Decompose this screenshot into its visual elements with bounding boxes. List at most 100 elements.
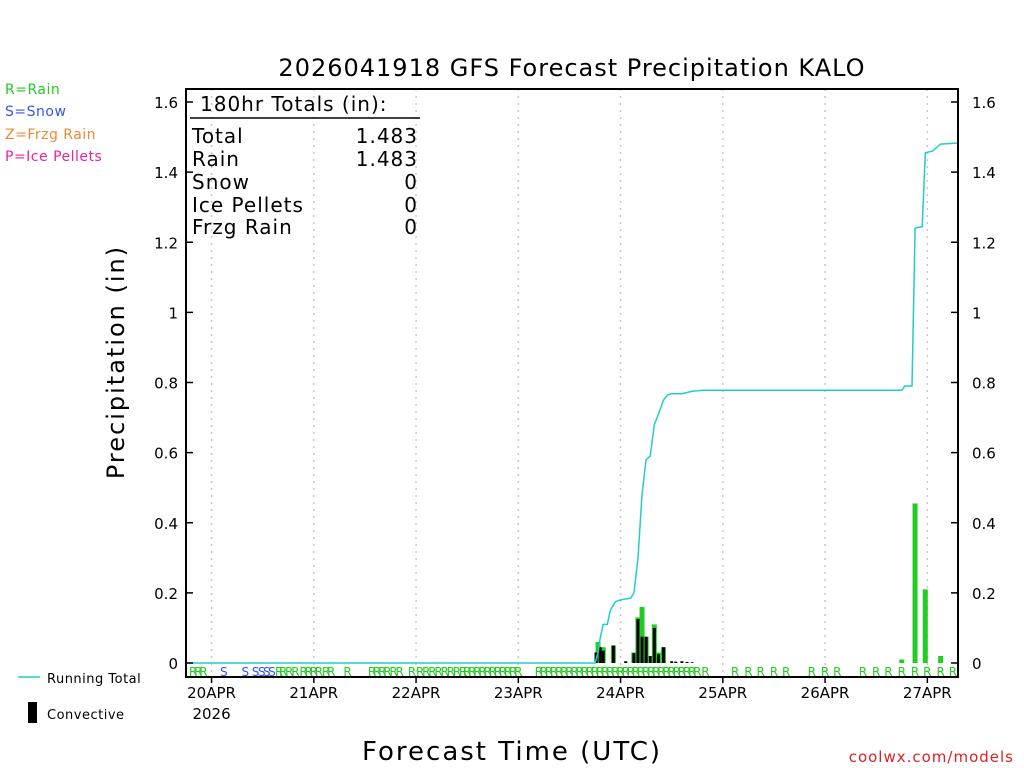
y-tick-label-right: 0	[972, 655, 982, 673]
running-total-legend-label: Running Total	[47, 672, 141, 687]
ptype-marker: R	[586, 665, 594, 679]
ptype-marker: R	[343, 665, 351, 679]
ptype-marker: R	[632, 665, 640, 679]
convective-bar	[601, 650, 605, 663]
ptype-marker: R	[668, 665, 676, 679]
ptype-marker: R	[898, 665, 906, 679]
rain-bar	[912, 503, 918, 663]
chart-title: 2026041918 GFS Forecast Precipitation KA…	[278, 54, 865, 82]
convective-bar	[670, 661, 674, 663]
ptype-marker: R	[396, 665, 404, 679]
totals-value-ice-pellets: 0	[404, 193, 418, 217]
totals-label-total: Total	[191, 124, 244, 148]
convective-bar	[656, 654, 660, 663]
ptype-marker: R	[923, 665, 931, 679]
totals-value-frzg-rain: 0	[404, 215, 418, 239]
x-tick-label: 25APR	[698, 684, 747, 702]
ptype-marker: R	[499, 665, 507, 679]
y-tick-label-left: 0	[168, 655, 178, 673]
ptype-marker: R	[611, 665, 619, 679]
y-tick-label-left: 1.6	[154, 94, 178, 112]
ptype-marker: R	[678, 665, 686, 679]
ptype-marker: R	[701, 665, 709, 679]
plot-frame	[185, 88, 959, 678]
y-tick-label-left: 1.4	[154, 164, 178, 182]
convective-bar	[685, 661, 689, 663]
convective-bar	[598, 647, 602, 663]
ptype-marker: R	[565, 665, 573, 679]
x-tick-sublabel: 2026	[192, 705, 230, 723]
y-tick-label-right: 1.4	[972, 164, 996, 182]
ptype-marker: R	[189, 665, 197, 679]
totals-value-total: 1.483	[356, 124, 418, 148]
convective-bar	[674, 661, 678, 663]
ptype-marker: R	[441, 665, 449, 679]
convective-bar	[640, 636, 644, 663]
ptype-marker: R	[693, 665, 701, 679]
ptype-marker: R	[936, 665, 944, 679]
ptype-marker: R	[550, 665, 558, 679]
ptype-marker: R	[596, 665, 604, 679]
y-tick-label-left: 0.6	[154, 445, 178, 463]
ptype-marker: R	[872, 665, 880, 679]
ptype-marker: R	[504, 665, 512, 679]
ptype-marker: R	[447, 665, 455, 679]
ptype-marker: R	[408, 665, 416, 679]
ptype-marker: R	[389, 665, 397, 679]
y-tick-label-right: 0.2	[972, 585, 996, 603]
ptype-marker: R	[489, 665, 497, 679]
ptype-marker: R	[833, 665, 841, 679]
y-tick-label-left: 1.2	[154, 234, 178, 252]
rain-bar	[899, 659, 905, 663]
legend-snow: S=Snow	[5, 104, 67, 120]
ptype-marker: R	[463, 665, 471, 679]
totals-value-rain: 1.483	[356, 147, 418, 171]
ptype-marker: R	[514, 665, 522, 679]
ptype-marker: R	[275, 665, 283, 679]
convective-bar	[680, 661, 684, 663]
ptype-marker: R	[327, 665, 335, 679]
ptype-marker: R	[434, 665, 442, 679]
ptype-marker: R	[291, 665, 299, 679]
legend-frzg-rain: Z=Frzg Rain	[5, 127, 97, 143]
convective-bar	[690, 662, 694, 663]
ptype-marker: R	[322, 665, 330, 679]
convective-legend-swatch	[28, 702, 37, 723]
rain-bar	[938, 655, 944, 663]
legend-rain: R=Rain	[5, 82, 61, 98]
running-total-line	[186, 142, 959, 664]
totals-value-snow: 0	[404, 170, 418, 194]
ptype-marker: R	[622, 665, 630, 679]
ptype-marker: R	[494, 665, 502, 679]
rain-bar	[639, 606, 645, 663]
ptype-marker: R	[744, 665, 752, 679]
ptype-marker: R	[642, 665, 650, 679]
ptype-marker: R	[422, 665, 430, 679]
ptype-marker: R	[808, 665, 816, 679]
ptype-marker: R	[616, 665, 624, 679]
ptype-marker: R	[555, 665, 563, 679]
x-axis-label: Forecast Time (UTC)	[362, 737, 662, 767]
series-layer	[186, 142, 959, 664]
ptype-marker: S	[263, 665, 271, 679]
ptype-marker: R	[884, 665, 892, 679]
ptype-marker: R	[949, 665, 957, 679]
ptype-marker: R	[545, 665, 553, 679]
ptype-marker: R	[478, 665, 486, 679]
y-tick-label-right: 0.6	[972, 445, 996, 463]
ptype-marker: R	[285, 665, 293, 679]
ptype-marker: S	[268, 665, 276, 679]
ptype-marker: R	[310, 665, 318, 679]
ptype-marker: R	[560, 665, 568, 679]
ptype-marker: R	[770, 665, 778, 679]
y-tick-label-left: 0.4	[154, 515, 178, 533]
ptype-marker: R	[581, 665, 589, 679]
y-tick-label-left: 1	[168, 304, 178, 322]
ptype-marker: R	[859, 665, 867, 679]
totals-header: 180hr Totals (in):	[200, 92, 388, 116]
x-tick-label: 22APR	[392, 684, 441, 702]
grid	[210, 89, 929, 677]
axes: 20APR 2026 21APR 22APR 23APR 24APR 25APR 26APR 2…	[154, 94, 996, 723]
ptype-marker: R	[652, 665, 660, 679]
y-tick-label-right: 1.2	[972, 234, 996, 252]
